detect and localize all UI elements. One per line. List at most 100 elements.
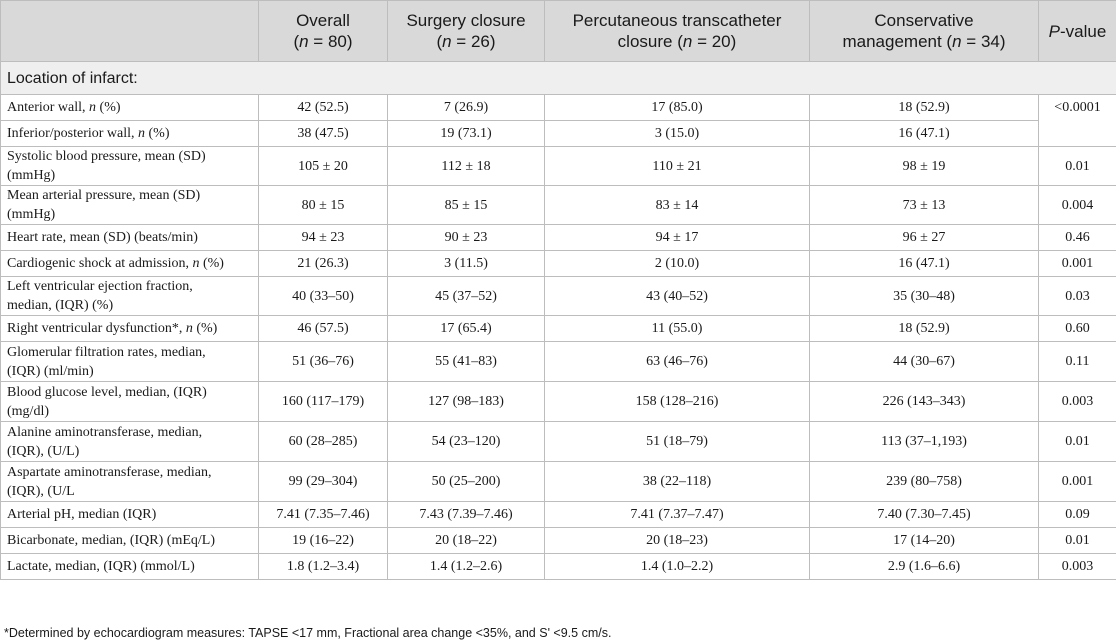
table-row: Systolic blood pressure, mean (SD) (mmHg)…	[0, 146, 1116, 186]
cell-percutaneous: 94 ± 17	[544, 224, 810, 251]
cell-pvalue: 0.60	[1038, 315, 1116, 342]
table-row: Mean arterial pressure, mean (SD) (mmHg) 8…	[0, 185, 1116, 225]
row-label: Aspartate aminotransferase, median, (IQR)…	[0, 461, 259, 502]
header-row: Overall (n = 80) Surgery closure (n = 26) …	[0, 0, 1116, 62]
cell-overall: 7.41 (7.35–7.46)	[258, 501, 388, 528]
section-row: Location of infarct:	[0, 61, 1116, 95]
cell-conservative: 16 (47.1)	[809, 120, 1039, 147]
cell-pvalue: 0.11	[1038, 341, 1116, 382]
cell-percutaneous: 1.4 (1.0–2.2)	[544, 553, 810, 580]
table-row: Heart rate, mean (SD) (beats/min) 94 ± 23…	[0, 224, 1116, 251]
table-row: Lactate, median, (IQR) (mmol/L) 1.8 (1.2–…	[0, 553, 1116, 580]
row-label: Mean arterial pressure, mean (SD) (mmHg)	[0, 185, 259, 225]
row-label: Lactate, median, (IQR) (mmol/L)	[0, 553, 259, 580]
cell-percutaneous: 7.41 (7.37–7.47)	[544, 501, 810, 528]
row-label: Cardiogenic shock at admission, n (%)	[0, 250, 259, 277]
cell-surgery: 7.43 (7.39–7.46)	[387, 501, 545, 528]
cell-surgery: 17 (65.4)	[387, 315, 545, 342]
cell-surgery: 112 ± 18	[387, 146, 545, 186]
cell-pvalue: <0.0001	[1038, 94, 1116, 147]
cell-surgery: 90 ± 23	[387, 224, 545, 251]
cell-conservative: 239 (80–758)	[809, 461, 1039, 502]
table-row: Right ventricular dysfunction*, n (%) 46 …	[0, 315, 1116, 342]
cell-pvalue: 0.001	[1038, 250, 1116, 277]
header-overall: Overall (n = 80)	[258, 0, 388, 62]
row-label: Inferior/posterior wall, n (%)	[0, 120, 259, 147]
header-conservative: Conservative management (n = 34)	[809, 0, 1039, 62]
cell-surgery: 1.4 (1.2–2.6)	[387, 553, 545, 580]
header-percutaneous: Percutaneous transcatheter closure (n = 2…	[544, 0, 810, 62]
cell-surgery: 55 (41–83)	[387, 341, 545, 382]
cell-overall: 21 (26.3)	[258, 250, 388, 277]
cell-conservative: 7.40 (7.30–7.45)	[809, 501, 1039, 528]
table-body: Location of infarct: Anterior wall, n (%…	[0, 61, 1116, 580]
row-label: Glomerular filtration rates, median, (IQR…	[0, 341, 259, 382]
row-label: Right ventricular dysfunction*, n (%)	[0, 315, 259, 342]
cell-overall: 99 (29–304)	[258, 461, 388, 502]
cell-surgery: 50 (25–200)	[387, 461, 545, 502]
table-footnote: *Determined by echocardiogram measures: …	[4, 626, 612, 640]
cell-percutaneous: 20 (18–23)	[544, 527, 810, 554]
cell-percutaneous: 63 (46–76)	[544, 341, 810, 382]
row-label: Blood glucose level, median, (IQR) (mg/dl…	[0, 381, 259, 422]
cell-surgery: 7 (26.9)	[387, 94, 545, 121]
cell-percutaneous: 43 (40–52)	[544, 276, 810, 316]
row-label: Anterior wall, n (%)	[0, 94, 259, 121]
cell-percutaneous: 3 (15.0)	[544, 120, 810, 147]
cell-overall: 160 (117–179)	[258, 381, 388, 422]
row-label: Alanine aminotransferase, median, (IQR), …	[0, 421, 259, 462]
cell-percutaneous: 83 ± 14	[544, 185, 810, 225]
cell-percutaneous: 158 (128–216)	[544, 381, 810, 422]
header-surgery: Surgery closure (n = 26)	[387, 0, 545, 62]
table-row: Aspartate aminotransferase, median, (IQR)…	[0, 461, 1116, 502]
cell-pvalue: 0.001	[1038, 461, 1116, 502]
row-label: Bicarbonate, median, (IQR) (mEq/L)	[0, 527, 259, 554]
cell-overall: 94 ± 23	[258, 224, 388, 251]
cell-percutaneous: 38 (22–118)	[544, 461, 810, 502]
cell-pvalue: 0.46	[1038, 224, 1116, 251]
cell-overall: 40 (33–50)	[258, 276, 388, 316]
cell-overall: 51 (36–76)	[258, 341, 388, 382]
cell-conservative: 96 ± 27	[809, 224, 1039, 251]
table-row: Anterior wall, n (%) 42 (52.5) 7 (26.9) 17 …	[0, 94, 1116, 147]
cell-percutaneous: 2 (10.0)	[544, 250, 810, 277]
cell-pvalue: 0.01	[1038, 527, 1116, 554]
cell-overall: 1.8 (1.2–3.4)	[258, 553, 388, 580]
cell-overall: 19 (16–22)	[258, 527, 388, 554]
cell-surgery: 45 (37–52)	[387, 276, 545, 316]
cell-percutaneous: 110 ± 21	[544, 146, 810, 186]
cell-conservative: 18 (52.9)	[809, 315, 1039, 342]
cell-percutaneous: 11 (55.0)	[544, 315, 810, 342]
cell-overall: 38 (47.5)	[258, 120, 388, 147]
cell-conservative: 226 (143–343)	[809, 381, 1039, 422]
cell-pvalue: 0.003	[1038, 553, 1116, 580]
cell-pvalue: 0.09	[1038, 501, 1116, 528]
cell-overall: 46 (57.5)	[258, 315, 388, 342]
cell-overall: 60 (28–285)	[258, 421, 388, 462]
cell-conservative: 16 (47.1)	[809, 250, 1039, 277]
cell-percutaneous: 17 (85.0)	[544, 94, 810, 121]
cell-overall: 42 (52.5)	[258, 94, 388, 121]
cell-pvalue: 0.004	[1038, 185, 1116, 225]
cell-conservative: 35 (30–48)	[809, 276, 1039, 316]
cell-surgery: 127 (98–183)	[387, 381, 545, 422]
row-label: Heart rate, mean (SD) (beats/min)	[0, 224, 259, 251]
table-row: Left ventricular ejection fraction, media…	[0, 276, 1116, 316]
cell-overall: 105 ± 20	[258, 146, 388, 186]
cell-pvalue: 0.01	[1038, 146, 1116, 186]
table-row: Cardiogenic shock at admission, n (%) 21 …	[0, 250, 1116, 277]
data-table: Overall (n = 80) Surgery closure (n = 26) …	[0, 0, 1116, 580]
table-row: Bicarbonate, median, (IQR) (mEq/L) 19 (16…	[0, 527, 1116, 554]
cell-surgery: 19 (73.1)	[387, 120, 545, 147]
table-row: Alanine aminotransferase, median, (IQR), …	[0, 421, 1116, 462]
table-row: Arterial pH, median (IQR) 7.41 (7.35–7.46…	[0, 501, 1116, 528]
cell-conservative: 73 ± 13	[809, 185, 1039, 225]
row-label: Arterial pH, median (IQR)	[0, 501, 259, 528]
cell-overall: 80 ± 15	[258, 185, 388, 225]
cell-surgery: 54 (23–120)	[387, 421, 545, 462]
table-row: Glomerular filtration rates, median, (IQR…	[0, 341, 1116, 382]
cell-pvalue: 0.03	[1038, 276, 1116, 316]
cell-pvalue: 0.01	[1038, 421, 1116, 462]
cell-surgery: 85 ± 15	[387, 185, 545, 225]
table-row: Inferior/posterior wall, n (%) 38 (47.5) 1…	[0, 120, 1116, 147]
